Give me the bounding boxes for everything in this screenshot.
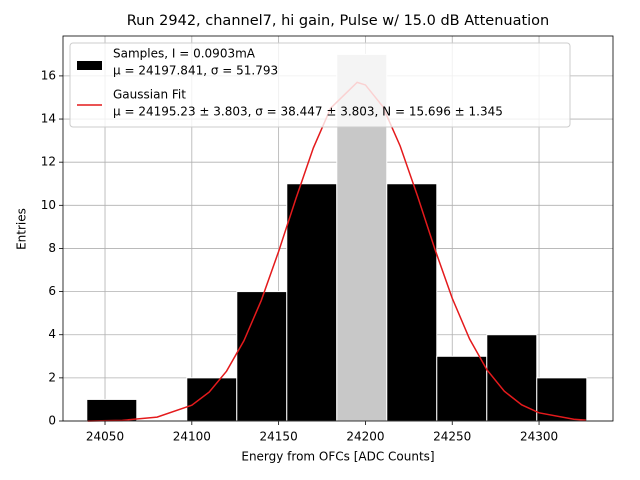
chart-title: Run 2942, channel7, hi gain, Pulse w/ 15… — [127, 13, 550, 29]
bar — [186, 377, 238, 422]
x-tick-label: 24300 — [520, 430, 558, 444]
y-tick-label: 12 — [41, 155, 56, 169]
legend-label: Gaussian Fit — [113, 88, 186, 102]
y-tick-label: 6 — [48, 284, 56, 298]
x-tick-label: 24050 — [86, 430, 124, 444]
legend-label: Samples, I = 0.0903mA — [113, 47, 256, 61]
x-axis-label: Energy from OFCs [ADC Counts] — [241, 450, 434, 464]
x-tick-label: 24150 — [260, 430, 298, 444]
bar — [436, 355, 488, 422]
y-tick-label: 4 — [48, 327, 56, 341]
legend-box — [69, 42, 571, 128]
x-tick-label: 24250 — [433, 430, 471, 444]
bar — [286, 183, 338, 422]
bar — [236, 291, 288, 422]
x-tick-label: 24200 — [346, 430, 384, 444]
y-tick-label: 16 — [41, 68, 56, 82]
y-tick-label: 10 — [41, 198, 56, 212]
plot-frame — [62, 35, 614, 422]
x-tick-label: 24100 — [173, 430, 211, 444]
bar — [86, 398, 138, 422]
y-tick-label: 14 — [41, 112, 56, 126]
bar — [386, 183, 438, 422]
legend-description: μ = 24197.841, σ = 51.793 — [113, 64, 278, 78]
y-tick-label: 2 — [48, 370, 56, 384]
y-tick-label: 0 — [48, 414, 56, 428]
y-axis-label: Entries — [15, 208, 29, 250]
y-tick-label: 8 — [48, 241, 56, 255]
legend-description: μ = 24195.23 ± 3.803, σ = 38.447 ± 3.803… — [113, 105, 503, 119]
legend-swatch — [77, 61, 102, 70]
